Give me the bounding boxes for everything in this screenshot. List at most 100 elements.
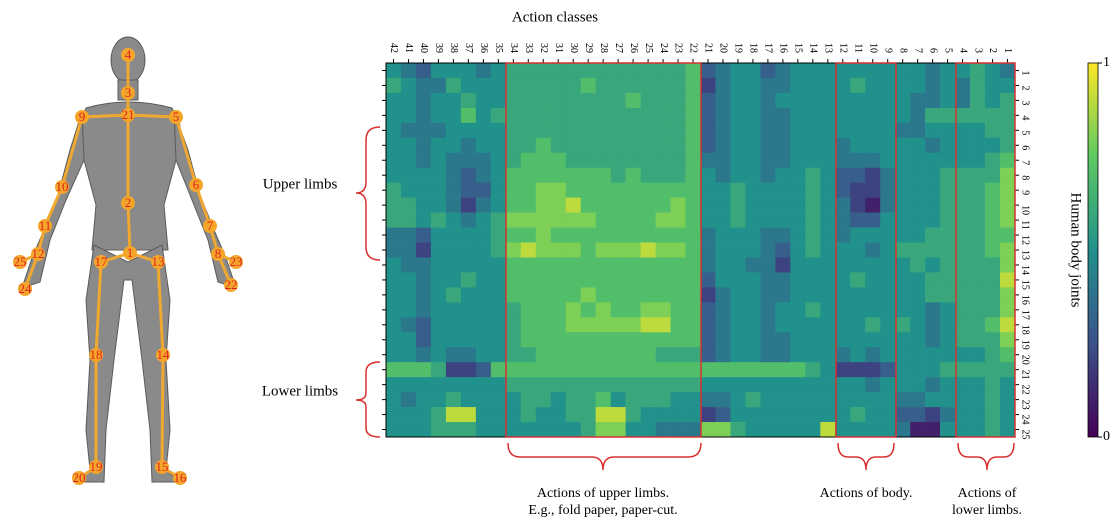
x-tick-label: 42 xyxy=(388,43,399,53)
heat-cell xyxy=(865,77,881,94)
heat-cell xyxy=(625,317,641,333)
heat-cell xyxy=(790,302,806,318)
heat-cell xyxy=(490,302,507,318)
heat-cell xyxy=(760,257,776,273)
heat-cell xyxy=(715,407,731,423)
heat-cell xyxy=(445,317,462,333)
heat-cell xyxy=(625,137,641,154)
heat-cell xyxy=(685,182,701,198)
joint xyxy=(156,348,170,362)
heat-cell xyxy=(565,287,581,303)
heat-cell xyxy=(460,257,477,273)
heat-cell xyxy=(520,242,537,258)
heat-cell xyxy=(430,332,447,348)
heat-cell xyxy=(550,377,567,393)
heat-cell xyxy=(655,137,671,154)
heat-cell xyxy=(505,77,522,94)
heat-cell xyxy=(386,257,402,273)
joint xyxy=(121,108,135,122)
heat-cell xyxy=(670,407,686,423)
heat-cell xyxy=(430,152,447,169)
heat-cell xyxy=(925,332,941,348)
heat-cell xyxy=(580,167,596,183)
heat-cell xyxy=(520,182,537,198)
heat-cell xyxy=(670,257,686,273)
heat-cell xyxy=(850,92,866,109)
heat-cell xyxy=(1000,362,1016,378)
heat-cell xyxy=(985,107,1001,124)
heat-cell xyxy=(865,167,881,183)
heat-cell xyxy=(670,167,686,183)
heat-cell xyxy=(430,63,447,79)
heat-cell xyxy=(640,317,656,333)
heat-cell xyxy=(640,63,656,79)
heat-cell xyxy=(640,122,656,139)
heat-cell xyxy=(415,407,432,423)
heat-cell xyxy=(820,122,836,139)
heat-cell xyxy=(520,287,537,303)
heat-cell xyxy=(1000,197,1016,213)
heat-cell xyxy=(745,317,761,333)
heat-cell xyxy=(565,332,581,348)
heat-cell xyxy=(1000,377,1016,393)
heat-cell xyxy=(445,392,462,408)
heat-cell xyxy=(550,197,567,213)
heat-cell xyxy=(730,407,746,423)
heat-cell xyxy=(910,182,926,198)
heat-cell xyxy=(865,92,881,109)
heat-cell xyxy=(820,272,836,288)
joint-label: 6 xyxy=(193,177,200,192)
heat-cell xyxy=(505,257,522,273)
heat-cell xyxy=(520,212,537,228)
heat-cell xyxy=(595,197,611,213)
joint-label: 9 xyxy=(79,109,86,124)
heat-cell xyxy=(805,257,821,273)
heat-cell xyxy=(865,182,881,198)
heat-cell xyxy=(610,242,626,258)
heat-cell xyxy=(940,317,956,333)
heat-cell xyxy=(850,107,866,124)
joint-label: 1 xyxy=(127,245,134,260)
joint-label: 23 xyxy=(230,254,243,269)
heat-cell xyxy=(985,287,1001,303)
joint xyxy=(169,110,183,124)
heat-cell xyxy=(790,212,806,228)
joint-label: 18 xyxy=(90,347,103,362)
heat-cell xyxy=(550,287,567,303)
heat-cell xyxy=(805,107,821,124)
heat-cell xyxy=(775,122,791,139)
heat-cell xyxy=(610,107,626,124)
heat-cell xyxy=(940,92,956,109)
heat-cell xyxy=(940,377,956,393)
heat-cell xyxy=(535,407,552,423)
heat-cell xyxy=(565,257,581,273)
heat-cell xyxy=(925,152,941,169)
heat-cell xyxy=(595,167,611,183)
heat-cell xyxy=(850,152,866,169)
heat-cell xyxy=(400,63,417,79)
heat-cell xyxy=(386,362,402,378)
y-tick-label: 14 xyxy=(1020,265,1031,275)
y-tick-label: 4 xyxy=(1020,115,1031,120)
heat-cell xyxy=(520,152,537,169)
heat-cell xyxy=(760,212,776,228)
heat-cell xyxy=(670,182,686,198)
heat-cell xyxy=(685,377,701,393)
heat-cell xyxy=(955,377,971,393)
heat-cell xyxy=(655,302,671,318)
heat-cell xyxy=(715,242,731,258)
heat-cell xyxy=(940,392,956,408)
heat-cell xyxy=(610,302,626,318)
heat-cell xyxy=(670,227,686,243)
heat-cell xyxy=(835,152,851,169)
x-axis-title: Action classes xyxy=(512,9,598,25)
heat-cell xyxy=(430,347,447,363)
heat-cell xyxy=(475,332,492,348)
heat-cell xyxy=(520,107,537,124)
heat-cell xyxy=(700,227,716,243)
heat-cell xyxy=(1000,122,1016,139)
heat-cell xyxy=(475,122,492,139)
heat-cell xyxy=(640,212,656,228)
heat-cell xyxy=(595,317,611,333)
heat-cell xyxy=(895,122,911,139)
